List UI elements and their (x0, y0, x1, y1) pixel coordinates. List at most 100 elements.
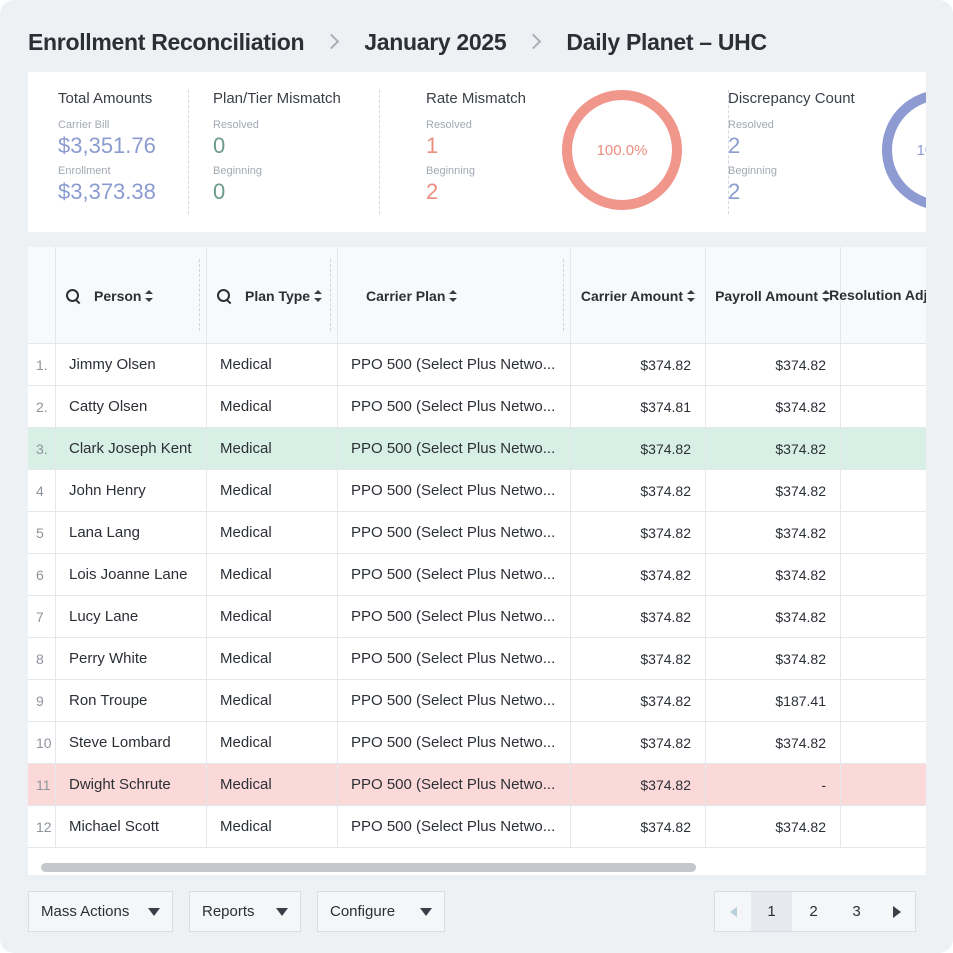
stat-title: Rate Mismatch (426, 90, 527, 107)
ring-percent-label: 100.0% (916, 141, 926, 159)
table-row[interactable]: 7 Lucy Lane Medical PPO 500 (Select Plus Ne… (28, 596, 926, 638)
reports-button[interactable]: Reports (189, 891, 301, 932)
cell-plan-type: Medical (207, 806, 338, 847)
chevron-right-icon (514, 32, 558, 52)
cell-carrier-amount: $374.82 (571, 596, 706, 637)
cell-carrier-plan: PPO 500 (Select Plus Netwo... (338, 638, 571, 679)
button-label: Reports (202, 903, 255, 920)
prev-page-button[interactable] (715, 892, 751, 931)
stat-label: Resolved (213, 119, 259, 131)
row-index: 7 (28, 596, 56, 637)
cell-resolution-adjustment (841, 428, 926, 469)
cell-resolution-adjustment (841, 344, 926, 385)
ring-arc (562, 90, 682, 210)
header-carrier-plan[interactable]: Carrier Plan (338, 247, 571, 344)
cell-plan-type: Medical (207, 428, 338, 469)
table-row[interactable]: 9 Ron Troupe Medical PPO 500 (Select Plus N… (28, 680, 926, 722)
table-row[interactable]: 10 Steve Lombard Medical PPO 500 (Select Pl… (28, 722, 926, 764)
summary-card: Total Amounts Carrier Bill $3,351.76 Enr… (28, 72, 926, 232)
button-label: Mass Actions (41, 903, 130, 920)
sort-icon[interactable] (687, 289, 695, 302)
header-label: Resolution Adjustment (829, 287, 926, 303)
stat-label: Beginning (213, 165, 262, 177)
pagination: 1 2 3 (714, 891, 916, 932)
arrow-right-icon (892, 905, 901, 918)
sort-icon[interactable] (145, 289, 154, 302)
table-row[interactable]: 6 Lois Joanne Lane Medical PPO 500 (Select … (28, 554, 926, 596)
table-row[interactable]: 5 Lana Lang Medical PPO 500 (Select Plus Ne… (28, 512, 926, 554)
cell-payroll-amount: $374.82 (706, 806, 841, 847)
cell-person: Ron Troupe (56, 680, 207, 721)
row-index: 8 (28, 638, 56, 679)
column-resize-handle[interactable] (330, 259, 331, 331)
chevron-right-icon (312, 32, 356, 52)
stat-plan-tier-mismatch: Plan/Tier Mismatch Resolved 0 Beginning … (213, 90, 341, 205)
cell-carrier-amount: $374.82 (571, 428, 706, 469)
table-row[interactable]: 4 John Henry Medical PPO 500 (Select Plus N… (28, 470, 926, 512)
stat-label: Beginning (728, 165, 777, 177)
header-carrier-amount[interactable]: Carrier Amount (571, 247, 706, 344)
cell-carrier-plan: PPO 500 (Select Plus Netwo... (338, 512, 571, 553)
header-person[interactable]: Person (56, 247, 207, 344)
enrollment-value: $3,373.38 (58, 179, 156, 204)
stat-label: Resolved (728, 119, 774, 131)
cell-person: Michael Scott (56, 806, 207, 847)
cell-resolution-adjustment (841, 638, 926, 679)
mass-actions-button[interactable]: Mass Actions (28, 891, 173, 932)
page-3-button[interactable]: 3 (852, 903, 861, 920)
table-row[interactable]: 2. Catty Olsen Medical PPO 500 (Select Plus… (28, 386, 926, 428)
cell-carrier-plan: PPO 500 (Select Plus Netwo... (338, 722, 571, 763)
discrepancy-progress-ring: 100.0% (881, 89, 926, 211)
header-payroll-amount[interactable]: Payroll Amount (706, 247, 841, 344)
horizontal-scrollbar[interactable] (28, 859, 926, 875)
column-resize-handle[interactable] (199, 259, 200, 331)
cell-resolution-adjustment (841, 722, 926, 763)
cell-resolution-adjustment (841, 806, 926, 847)
row-index: 5 (28, 512, 56, 553)
table-row[interactable]: 8 Perry White Medical PPO 500 (Select Plus … (28, 638, 926, 680)
cell-carrier-plan: PPO 500 (Select Plus Netwo... (338, 344, 571, 385)
table-row[interactable]: 3. Clark Joseph Kent Medical PPO 500 (Selec… (28, 428, 926, 470)
cell-carrier-plan: PPO 500 (Select Plus Netwo... (338, 470, 571, 511)
header-resolution-adjustment[interactable]: Resolution Adjustment (829, 247, 926, 344)
cell-resolution-adjustment (841, 554, 926, 595)
stat-title: Total Amounts (58, 90, 153, 107)
header-label: Carrier Amount (580, 287, 683, 304)
cell-carrier-plan: PPO 500 (Select Plus Netwo... (338, 764, 571, 805)
stat-label: Carrier Bill (58, 119, 110, 131)
search-icon[interactable] (66, 288, 80, 303)
cell-carrier-plan: PPO 500 (Select Plus Netwo... (338, 554, 571, 595)
sort-icon[interactable] (449, 289, 458, 302)
page-2-button[interactable]: 2 (809, 903, 818, 920)
cell-resolution-adjustment (841, 596, 926, 637)
search-icon[interactable] (217, 288, 231, 303)
cell-plan-type: Medical (207, 554, 338, 595)
scrollbar-thumb[interactable] (41, 863, 696, 872)
column-resize-handle[interactable] (563, 259, 564, 331)
sort-icon[interactable] (822, 289, 830, 302)
sort-icon[interactable] (314, 289, 323, 302)
reconciliation-table: Person Plan Type Carrier Plan Carrier Am… (28, 247, 926, 875)
table-row[interactable]: 1. Jimmy Olsen Medical PPO 500 (Select Plus… (28, 344, 926, 386)
breadcrumb-item-period[interactable]: January 2025 (364, 28, 507, 55)
cell-carrier-amount: $374.82 (571, 806, 706, 847)
stat-label: Resolved (426, 119, 472, 131)
configure-button[interactable]: Configure (317, 891, 445, 932)
table-row[interactable]: 11 Dwight Schrute Medical PPO 500 (Select P… (28, 764, 926, 806)
breadcrumb: Enrollment Reconciliation January 2025 D… (28, 26, 767, 58)
divider (188, 90, 189, 214)
next-page-button[interactable] (878, 892, 915, 931)
breadcrumb-item-reconciliation[interactable]: Enrollment Reconciliation (28, 28, 305, 55)
header-plan-type[interactable]: Plan Type (207, 247, 338, 344)
table-row[interactable]: 12 Michael Scott Medical PPO 500 (Select Pl… (28, 806, 926, 848)
cell-carrier-amount: $374.81 (571, 386, 706, 427)
cell-payroll-amount: - (706, 764, 841, 805)
cell-plan-type: Medical (207, 722, 338, 763)
cell-carrier-plan: PPO 500 (Select Plus Netwo... (338, 428, 571, 469)
resolved-value: 1 (426, 133, 439, 158)
page-1-button[interactable]: 1 (751, 892, 792, 931)
carrier-bill-value: $3,351.76 (58, 133, 156, 158)
stat-discrepancy-count: Discrepancy Count Resolved 2 Beginning 2 (728, 90, 855, 205)
row-index: 12 (28, 806, 56, 847)
rate-progress-ring: 100.0% (561, 89, 683, 211)
